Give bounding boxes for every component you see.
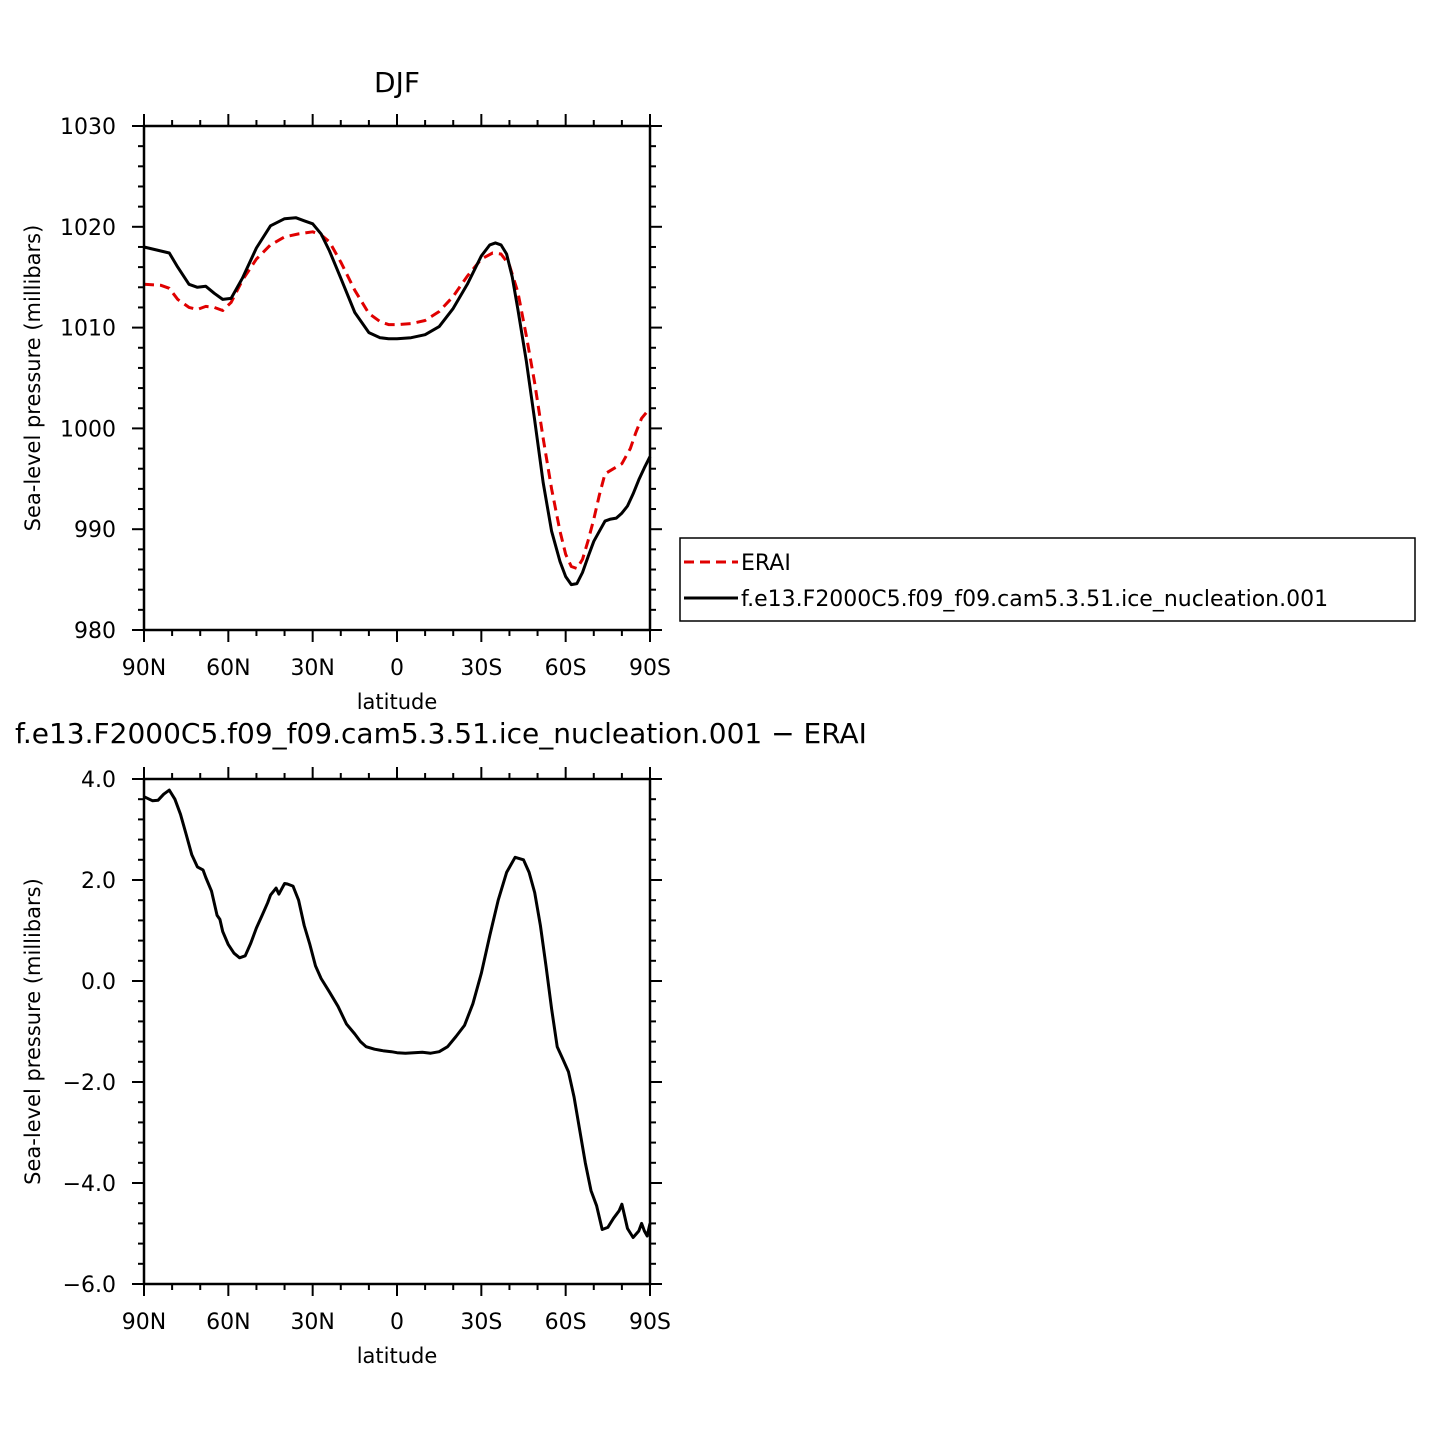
y-tick-label: 990 [74,518,116,543]
x-tick-labels: 90N 60N 30N 0 30S 60S 90S [122,1310,671,1335]
chart-title: DJF [374,66,420,99]
legend-label-erai: ERAI [741,551,791,576]
y-tick-label: 4.0 [81,768,116,793]
series-line-f-e13-f2000c5-f09-f09-cam5-3-51-ice-nucleation-001 [143,216,652,587]
x-tick-labels: 90N 60N 30N 0 30S 60S 90S [122,656,671,681]
chart-title: f.e13.F2000C5.f09_f09.cam5.3.51.ice_nucl… [15,717,867,750]
x-axis-title: latitude [357,1344,438,1368]
y-tick-label: −2.0 [63,1071,116,1096]
y-tick-labels: 980 990 1000 1010 1020 1030 [60,115,116,644]
x-tick-label: 30S [460,656,502,681]
x-tick-label: 60S [545,1310,587,1335]
x-tick-label: 60N [206,656,250,681]
x-tick-label: 60S [545,656,587,681]
series-line-erai [143,230,652,570]
x-axis-title: latitude [357,690,438,714]
y-tick-label: 1020 [60,216,116,241]
legend-label-model: f.e13.F2000C5.f09_f09.cam5.3.51.ice_nucl… [741,587,1328,612]
axis-ticks [132,767,662,1296]
plot-frame [142,777,652,1286]
x-tick-label: 30S [460,1310,502,1335]
x-tick-label: 90N [122,1310,166,1335]
mean-slp-panel: DJF 980 990 1000 1010 1020 1030 90N 60N 30N 0 30S… [21,66,671,714]
x-tick-label: 0 [390,1310,404,1335]
x-tick-label: 60N [206,1310,250,1335]
x-tick-label: 90S [629,656,671,681]
x-tick-label: 30N [290,1310,334,1335]
x-tick-label: 90S [629,1310,671,1335]
y-tick-label: −4.0 [63,1172,116,1197]
difference-panel: f.e13.F2000C5.f09_f09.cam5.3.51.ice_nucl… [15,717,867,1368]
series-lines [143,788,652,1239]
series-lines [143,216,652,587]
y-axis-title: Sea-level pressure (millibars) [21,225,45,532]
y-tick-label: 1000 [60,417,116,442]
y-tick-label: 980 [74,619,116,644]
x-tick-label: 0 [390,656,404,681]
y-tick-label: −6.0 [63,1273,116,1298]
legend: ERAI f.e13.F2000C5.f09_f09.cam5.3.51.ice… [679,537,1416,622]
y-tick-labels: −6.0 −4.0 −2.0 0.0 2.0 4.0 [63,768,116,1298]
y-tick-label: 0.0 [81,970,116,995]
y-tick-label: 1030 [60,115,116,140]
plot-frame [142,124,652,632]
x-tick-label: 90N [122,656,166,681]
legend-box [679,537,1416,622]
y-axis-title: Sea-level pressure (millibars) [21,878,45,1185]
y-tick-label: 1010 [60,317,116,342]
x-tick-label: 30N [290,656,334,681]
y-tick-label: 2.0 [81,869,116,894]
series-line-difference [143,788,652,1239]
axis-ticks [132,114,662,642]
